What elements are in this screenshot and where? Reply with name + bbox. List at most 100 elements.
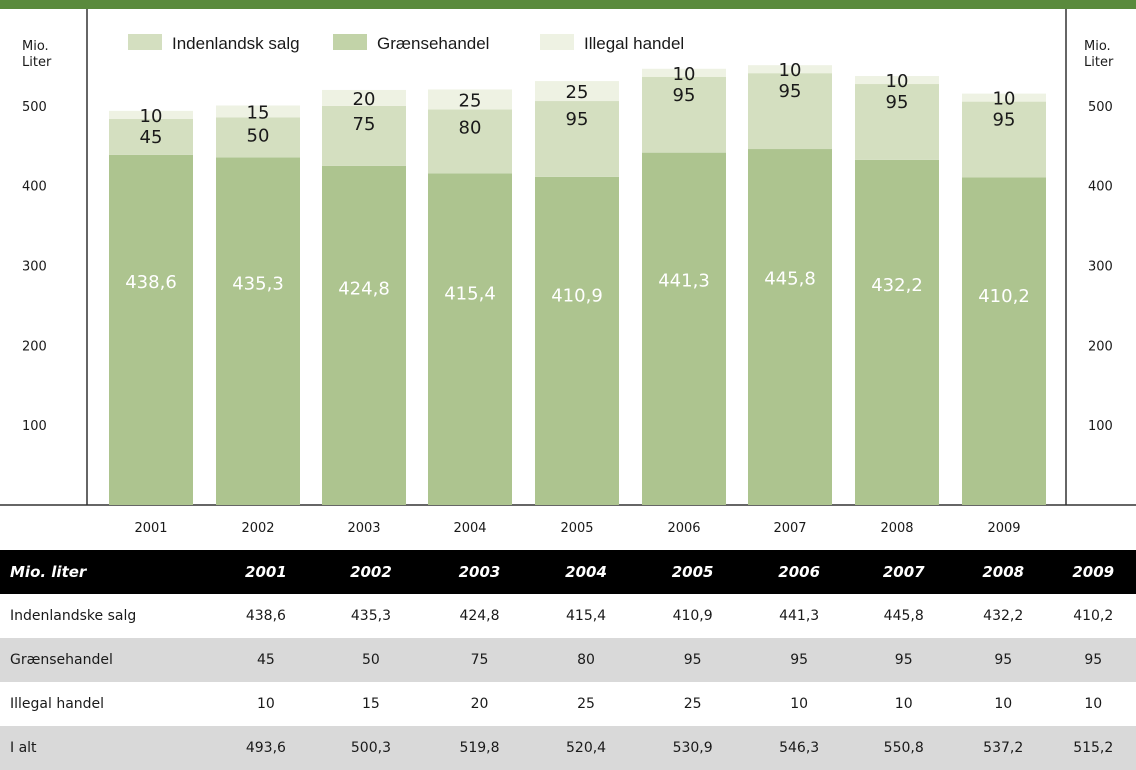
bar-segment-graensehandel — [428, 109, 512, 174]
table-cell: 25 — [683, 696, 702, 712]
data-label-indenlandsk: 441,3 — [658, 271, 710, 292]
table-cell: 550,8 — [851, 726, 956, 770]
y-tick-label-right: 500 — [1088, 100, 1113, 115]
bar-segment-illegal — [855, 76, 939, 85]
data-label-indenlandsk: 438,6 — [125, 272, 177, 293]
header-cell: 2005 — [638, 550, 747, 594]
y-tick-label-right: 400 — [1088, 180, 1113, 195]
header-cell: Mio. liter — [0, 550, 216, 594]
x-tick-label: 2004 — [453, 521, 486, 536]
table-cell: 95 — [955, 638, 1051, 682]
data-label-graensehandel: 95 — [993, 110, 1016, 131]
y-tick-label-left: 200 — [22, 339, 47, 354]
header-cell: 2004 — [533, 550, 639, 594]
table-cell: 45 — [215, 638, 317, 682]
y-tick-label-left: 300 — [22, 259, 47, 274]
data-label-graensehandel: 80 — [459, 117, 482, 138]
data-label-illegal: 10 — [140, 106, 163, 127]
data-label-graensehandel: 75 — [353, 114, 376, 135]
table-row: Grænsehandel 45 50 75 80 95 95 95 95 95 — [0, 638, 1136, 682]
x-tick-label: 2009 — [987, 521, 1020, 536]
bar-segment-indenlandsk — [962, 177, 1046, 505]
header-cell: 2008 — [955, 550, 1051, 594]
bar-segment-graensehandel — [109, 118, 193, 155]
table-cell: 95 — [638, 638, 747, 682]
data-label-indenlandsk: 432,2 — [871, 275, 923, 296]
table-cell: 50 — [316, 638, 426, 682]
y-tick-label-left: 400 — [22, 180, 47, 195]
bar-segment-illegal — [535, 81, 619, 102]
row-label: Indenlandske salg — [10, 608, 137, 624]
y-axis-unit-label-right: Mio. — [1084, 39, 1111, 54]
y-tick-label-left: 100 — [22, 419, 47, 434]
bar-segment-graensehandel — [216, 117, 300, 158]
bar-segment-indenlandsk — [109, 154, 193, 505]
bar-segment-graensehandel — [855, 84, 939, 160]
x-tick-label: 2003 — [347, 521, 380, 536]
table-cell: 530,9 — [638, 726, 747, 770]
table-cell: 519,8 — [425, 726, 534, 770]
bar-segment-indenlandsk — [216, 157, 300, 505]
data-label-illegal: 10 — [993, 89, 1016, 110]
x-tick-label: 2001 — [134, 521, 167, 536]
legend-swatch — [333, 34, 367, 50]
bar-segment-indenlandsk — [322, 165, 406, 506]
table-cell: 410,9 — [672, 608, 713, 624]
table-cell: 441,3 — [779, 608, 820, 624]
legend-label: Illegal handel — [584, 34, 684, 53]
table-cell: 10 — [1084, 696, 1103, 712]
table-cell: 493,6 — [215, 726, 317, 770]
bar-segment-illegal — [428, 89, 512, 110]
x-tick-label: 2002 — [241, 521, 274, 536]
header-cell: 2001 — [215, 550, 317, 594]
table-row: Indenlandske salg 438,6 435,3 424,8 415,… — [0, 594, 1136, 638]
data-label-illegal: 10 — [779, 60, 802, 81]
y-tick-label-right: 300 — [1088, 259, 1113, 274]
header-cell: 2006 — [746, 550, 852, 594]
data-label-illegal: 15 — [247, 102, 270, 123]
table-cell: 537,2 — [955, 726, 1051, 770]
table-cell: 80 — [533, 638, 639, 682]
bar-segment-indenlandsk — [748, 149, 832, 506]
bar-segment-graensehandel — [535, 101, 619, 177]
bar-segment-graensehandel — [748, 73, 832, 150]
data-label-graensehandel: 95 — [886, 92, 909, 113]
table-cell: 10 — [790, 696, 809, 712]
header-cell: 2007 — [851, 550, 956, 594]
data-label-indenlandsk: 410,9 — [551, 286, 603, 307]
table-cell: 432,2 — [983, 608, 1024, 624]
data-label-illegal: 25 — [459, 90, 482, 111]
row-label: Illegal handel — [10, 696, 105, 712]
bar-segment-illegal — [642, 68, 726, 77]
data-label-graensehandel: 50 — [247, 125, 270, 146]
data-label-graensehandel: 95 — [566, 109, 589, 130]
x-tick-label: 2005 — [560, 521, 593, 536]
table-row: Illegal handel 10 15 20 25 25 10 10 10 1… — [0, 682, 1136, 726]
row-label: Grænsehandel — [0, 638, 216, 682]
bar-segment-graensehandel — [962, 101, 1046, 178]
bar-segment-indenlandsk — [855, 159, 939, 505]
y-axis-unit-label-left: Mio. — [22, 39, 49, 54]
x-tick-label: 2008 — [880, 521, 913, 536]
table-cell: 75 — [425, 638, 534, 682]
data-label-indenlandsk: 435,3 — [232, 273, 284, 294]
data-label-indenlandsk: 424,8 — [338, 279, 390, 300]
table-cell: 424,8 — [459, 608, 500, 624]
data-label-graensehandel: 95 — [673, 85, 696, 106]
y-tick-label-right: 200 — [1088, 339, 1113, 354]
table-cell: 10 — [256, 696, 275, 712]
table-cell: 415,4 — [566, 608, 607, 624]
legend-swatch — [540, 34, 574, 50]
data-label-indenlandsk: 415,4 — [444, 283, 496, 304]
data-label-graensehandel: 95 — [779, 81, 802, 102]
table-cell: 520,4 — [533, 726, 639, 770]
table-cell: 445,8 — [883, 608, 924, 624]
top-accent-bar — [0, 0, 1136, 9]
header-cell: 2009 — [1050, 550, 1136, 594]
table-cell: 10 — [994, 696, 1013, 712]
bar-segment-graensehandel — [642, 76, 726, 153]
legend-swatch — [128, 34, 162, 50]
table-cell: 546,3 — [746, 726, 852, 770]
